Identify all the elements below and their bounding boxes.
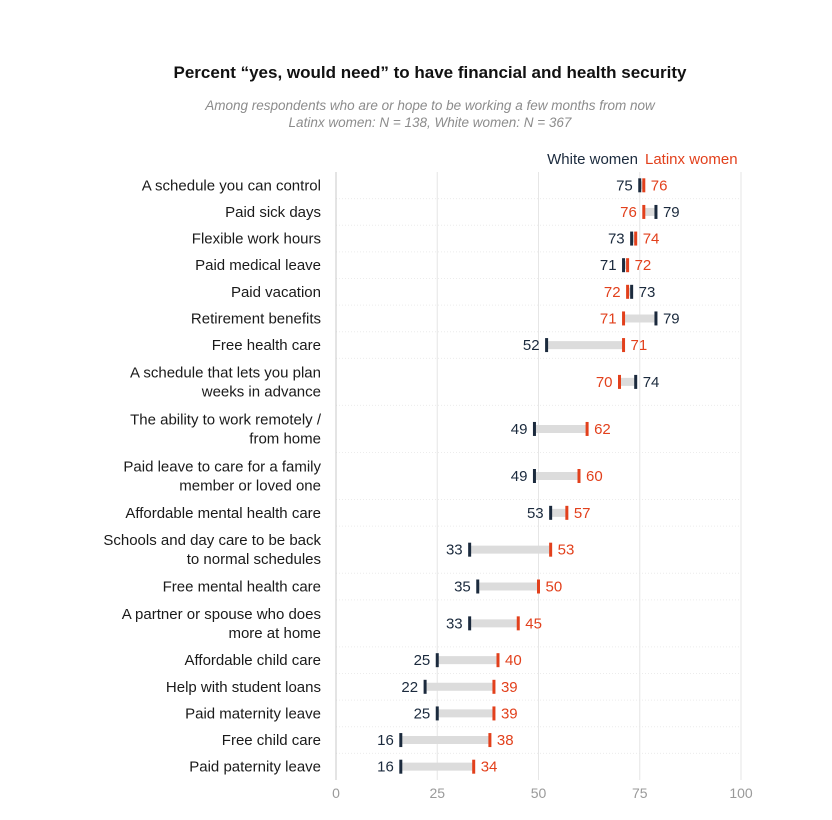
category-label: Affordable child care	[185, 652, 321, 669]
category-label: Free health care	[212, 337, 321, 354]
white-women-value: 75	[616, 177, 633, 194]
category-label: Paid leave to care for a family	[123, 459, 321, 476]
category-label: more at home	[228, 625, 321, 642]
latinx-women-value: 50	[546, 579, 563, 596]
white-women-value: 73	[608, 231, 625, 248]
category-label: A partner or spouse who does	[122, 606, 321, 623]
category-label: to normal schedules	[187, 551, 321, 568]
category-label: weeks in advance	[201, 383, 321, 400]
category-label: Paid maternity leave	[185, 705, 321, 722]
latinx-women-value: 71	[631, 337, 648, 354]
x-tick-label: 25	[429, 785, 445, 801]
latinx-women-value: 74	[643, 231, 660, 248]
latinx-women-value: 72	[604, 284, 621, 301]
x-tick-label: 50	[531, 785, 547, 801]
white-women-value: 22	[401, 679, 418, 696]
white-women-value: 35	[454, 579, 471, 596]
latinx-women-value: 53	[558, 542, 575, 559]
latinx-women-value: 39	[501, 679, 518, 696]
white-women-value: 52	[523, 337, 540, 354]
category-label: Free child care	[222, 732, 321, 749]
white-women-value: 25	[414, 705, 431, 722]
white-women-value: 33	[446, 542, 463, 559]
x-tick-label: 100	[729, 785, 753, 801]
plot-area: 0 25 50 75 100 A schedule you can control 75 76…	[103, 172, 753, 801]
latinx-women-value: 71	[600, 310, 617, 327]
white-women-value: 33	[446, 615, 463, 632]
white-women-value: 49	[511, 468, 528, 485]
latinx-women-value: 34	[481, 759, 498, 776]
category-label: Help with student loans	[166, 679, 321, 696]
white-women-value: 16	[377, 759, 394, 776]
latinx-women-value: 57	[574, 505, 591, 522]
white-women-value: 79	[663, 310, 680, 327]
white-women-value: 25	[414, 652, 431, 669]
white-women-value: 53	[527, 505, 544, 522]
category-label: Paid vacation	[231, 284, 321, 301]
category-label: member or loved one	[179, 478, 321, 495]
legend-latinx-women: Latinx women	[645, 151, 738, 168]
latinx-women-value: 62	[594, 421, 611, 438]
chart-subtitle-line-1: Among respondents who are or hope to be …	[204, 98, 656, 113]
category-label: from home	[249, 430, 321, 447]
white-women-value: 49	[511, 421, 528, 438]
category-label: Schools and day care to be back	[103, 532, 321, 549]
x-tick-label: 75	[632, 785, 648, 801]
x-tick-label: 0	[332, 785, 340, 801]
latinx-women-value: 76	[651, 177, 668, 194]
chart-title: Percent “yes, would need” to have financ…	[174, 63, 688, 82]
white-women-value: 71	[600, 257, 617, 274]
white-women-value: 73	[639, 284, 656, 301]
white-women-value: 74	[643, 374, 660, 391]
category-label: Free mental health care	[163, 579, 321, 596]
category-label: The ability to work remotely /	[130, 411, 322, 428]
category-label: Paid paternity leave	[189, 759, 321, 776]
category-label: Paid medical leave	[195, 257, 321, 274]
white-women-value: 79	[663, 204, 680, 221]
latinx-women-value: 40	[505, 652, 522, 669]
legend-white-women: White women	[547, 151, 638, 168]
latinx-women-value: 72	[635, 257, 652, 274]
category-label: A schedule that lets you plan	[130, 364, 321, 381]
latinx-women-value: 70	[596, 374, 613, 391]
chart-subtitle-line-2: Latinx women: N = 138, White women: N = …	[289, 115, 572, 130]
latinx-women-value: 76	[620, 204, 637, 221]
latinx-women-value: 60	[586, 468, 603, 485]
latinx-women-value: 45	[525, 615, 542, 632]
category-label: Retirement benefits	[191, 310, 321, 327]
latinx-women-value: 39	[501, 705, 518, 722]
category-label: Affordable mental health care	[125, 505, 321, 522]
latinx-women-value: 38	[497, 732, 514, 749]
category-label: Flexible work hours	[192, 231, 321, 248]
category-label: A schedule you can control	[142, 177, 321, 194]
category-label: Paid sick days	[225, 204, 321, 221]
white-women-value: 16	[377, 732, 394, 749]
